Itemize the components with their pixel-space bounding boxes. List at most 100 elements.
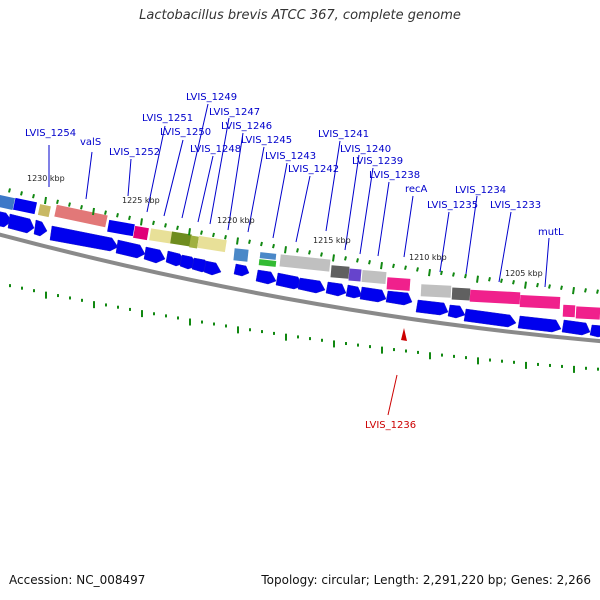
gene-label-lvis-1233[interactable]: LVIS_1233 bbox=[490, 200, 541, 211]
tick-mark bbox=[560, 285, 563, 291]
feature-box[interactable] bbox=[361, 269, 387, 285]
feature-box[interactable] bbox=[197, 235, 227, 253]
feature-box[interactable] bbox=[420, 284, 452, 298]
feature-box[interactable] bbox=[279, 254, 331, 272]
feature-box[interactable] bbox=[258, 259, 277, 267]
feature-row bbox=[0, 194, 600, 320]
gene-label-lvis-1242[interactable]: LVIS_1242 bbox=[288, 164, 339, 175]
feature-box[interactable] bbox=[469, 289, 521, 305]
leader-line bbox=[344, 154, 360, 251]
gene-arrow[interactable] bbox=[415, 299, 449, 316]
gene-arrow[interactable] bbox=[275, 272, 303, 290]
red-marker-icon bbox=[401, 328, 407, 341]
gene-arrow[interactable] bbox=[385, 290, 413, 306]
gene-arrow[interactable] bbox=[297, 277, 326, 294]
feature-box[interactable] bbox=[451, 287, 471, 301]
gene-label-vals[interactable]: valS bbox=[80, 137, 101, 148]
tick-mark bbox=[476, 275, 479, 283]
tick-mark bbox=[212, 232, 215, 238]
feature-box[interactable] bbox=[386, 277, 411, 291]
gene-arrow[interactable] bbox=[33, 219, 48, 237]
gene-label-lvis-1248[interactable]: LVIS_1248 bbox=[190, 144, 241, 155]
feature-box[interactable] bbox=[189, 235, 199, 249]
gene-label-lvis-1239[interactable]: LVIS_1239 bbox=[352, 156, 403, 167]
leader-line bbox=[85, 151, 93, 200]
gene-label-lvis-1238[interactable]: LVIS_1238 bbox=[369, 170, 420, 181]
leader-line bbox=[325, 140, 341, 232]
tick-mark bbox=[188, 228, 191, 236]
gene-arrow[interactable] bbox=[345, 284, 363, 299]
feature-box[interactable] bbox=[348, 268, 362, 282]
leader-line bbox=[209, 117, 230, 225]
feature-box[interactable] bbox=[54, 204, 108, 228]
scale-label: 1220 kbp bbox=[217, 216, 255, 225]
scale-label: 1225 kbp bbox=[122, 196, 160, 205]
gene-arrow[interactable] bbox=[561, 319, 591, 336]
tick-mark bbox=[356, 258, 359, 263]
gene-arrow[interactable] bbox=[359, 286, 387, 303]
feature-box[interactable] bbox=[330, 265, 350, 279]
gene-label-lvis-1235[interactable]: LVIS_1235 bbox=[427, 200, 478, 211]
gene-label-lvis-1246[interactable]: LVIS_1246 bbox=[221, 121, 272, 132]
gene-label-lvis-1252[interactable]: LVIS_1252 bbox=[109, 147, 160, 158]
tick-mark bbox=[380, 261, 383, 270]
tick-mark bbox=[440, 270, 443, 276]
gene-label-reca[interactable]: recA bbox=[405, 184, 428, 195]
gene-label-lvis-1241[interactable]: LVIS_1241 bbox=[318, 129, 369, 140]
gene-arrow[interactable] bbox=[233, 263, 250, 277]
feature-box[interactable] bbox=[575, 306, 600, 320]
gene-arrow[interactable] bbox=[255, 269, 277, 285]
tick-mark bbox=[308, 250, 311, 255]
leader-line bbox=[295, 175, 311, 243]
gene-arrow[interactable] bbox=[49, 225, 119, 252]
leader-line bbox=[359, 167, 374, 255]
scale-label: 1210 kbp bbox=[409, 253, 447, 262]
gene-arrow[interactable] bbox=[115, 239, 146, 259]
gene-arrow[interactable] bbox=[7, 213, 35, 234]
gene-label-lvis-1240[interactable]: LVIS_1240 bbox=[340, 144, 391, 155]
gene-label-lvis-1251[interactable]: LVIS_1251 bbox=[142, 113, 193, 124]
gene-label-lvis-1245[interactable]: LVIS_1245 bbox=[241, 135, 292, 146]
feature-box[interactable] bbox=[133, 225, 149, 241]
feature-box[interactable] bbox=[149, 228, 173, 244]
leader-line bbox=[272, 162, 288, 239]
tick-mark bbox=[176, 225, 179, 231]
gene-label-mutl[interactable]: mutL bbox=[538, 227, 564, 238]
gene-arrow[interactable] bbox=[325, 281, 347, 297]
gene-label-lvis-1236[interactable]: LVIS_1236 bbox=[365, 420, 416, 431]
gene-arrow[interactable] bbox=[463, 308, 517, 328]
gene-arrow[interactable] bbox=[517, 315, 562, 333]
tick-mark bbox=[368, 259, 371, 265]
leader-line bbox=[544, 237, 550, 288]
tick-mark bbox=[236, 237, 239, 245]
feature-box[interactable] bbox=[12, 197, 38, 215]
gene-arrow[interactable] bbox=[203, 260, 222, 276]
gene-label-lvis-1243[interactable]: LVIS_1243 bbox=[265, 151, 316, 162]
feature-box[interactable] bbox=[562, 304, 576, 318]
leader-line bbox=[163, 139, 184, 217]
tick-mark bbox=[572, 286, 575, 295]
gene-label-lvis-1234[interactable]: LVIS_1234 bbox=[455, 185, 506, 196]
gene-label-lvis-1249[interactable]: LVIS_1249 bbox=[186, 92, 237, 103]
map-title: Lactobacillus brevis ATCC 367, complete … bbox=[139, 8, 461, 23]
tick-mark bbox=[416, 267, 419, 272]
feature-box[interactable] bbox=[519, 294, 561, 310]
tick-mark bbox=[104, 210, 107, 215]
feature-box[interactable] bbox=[37, 204, 51, 218]
feature-box[interactable] bbox=[233, 248, 249, 262]
tick-mark bbox=[320, 252, 323, 257]
tick-mark bbox=[548, 284, 551, 289]
gene-arrow[interactable] bbox=[143, 246, 166, 264]
feature-box[interactable] bbox=[259, 252, 277, 260]
leader-line bbox=[498, 211, 512, 283]
feature-box[interactable] bbox=[170, 231, 192, 247]
gene-label-lvis-1250[interactable]: LVIS_1250 bbox=[160, 127, 211, 138]
feature-box[interactable] bbox=[0, 194, 16, 210]
feature-box[interactable] bbox=[107, 219, 135, 237]
gene-arrow[interactable] bbox=[589, 324, 600, 338]
gene-label-lvis-1254[interactable]: LVIS_1254 bbox=[25, 128, 76, 139]
gene-arrow[interactable] bbox=[447, 304, 466, 319]
gene-label-lvis-1247[interactable]: LVIS_1247 bbox=[209, 107, 260, 118]
